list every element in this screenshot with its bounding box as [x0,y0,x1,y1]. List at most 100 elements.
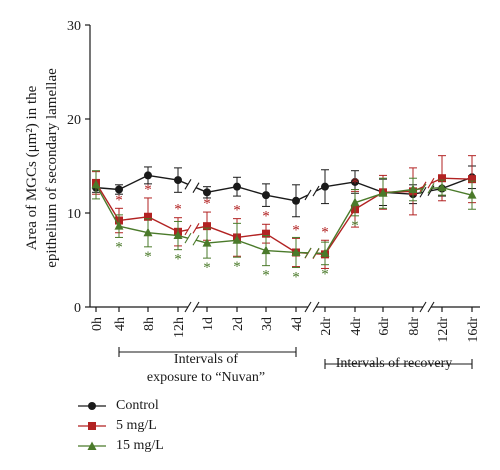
series-break-mark [192,234,200,246]
series-line-segment [206,225,238,239]
series-line-segment [206,239,238,244]
series-line-segment [324,202,356,254]
group-brackets [118,347,473,369]
legend-label-control: Control [116,398,159,413]
x-tick-label: 12dr [436,317,451,343]
significance-marker: * [321,267,329,283]
series-line-segment [265,233,297,254]
series-line-segment [118,174,149,191]
data-point [291,247,301,256]
series-break-mark [184,224,192,236]
series-line-segment [324,181,356,188]
legend-swatch-5mg [78,420,106,432]
data-point [408,184,418,193]
series-line-segment [95,184,120,227]
data-point [203,188,211,197]
data-point [350,197,360,207]
x-tick-label: 12h [172,317,187,338]
significance-marker: * [292,270,300,286]
y-tick-label: 10 [67,207,81,222]
series-line-segment [354,192,384,204]
series-break-mark [192,182,200,193]
series-line-segment [265,194,297,202]
data-point [233,182,241,191]
series-line-segment [147,232,179,237]
data-point [203,222,211,231]
data-point [321,182,329,191]
significance-marker: * [144,249,152,265]
x-tick-label: 8dr [407,317,422,336]
series-line-segment [441,186,473,196]
series-break-mark [427,183,435,194]
x-tick-label: 2d [231,317,246,331]
series-line-segment [95,182,120,221]
y-axis-label-line2: epithelium of secondary lamellae [44,68,60,268]
data-point [173,230,183,240]
data-point [468,175,476,184]
significance-marker: * [115,239,123,255]
legend-item-5mg: 5 mg/L [78,416,278,436]
series-15-mg-l: * * * * * * * * * [91,170,477,286]
data-point [232,235,242,244]
significance-marker: * [351,218,359,234]
data-point [320,248,330,257]
series-break-mark [184,179,192,190]
significance-marker: * [262,208,270,224]
data-point [174,176,182,185]
data-point [202,238,212,247]
series-break-mark [419,181,427,193]
significance-marker: * [233,203,241,219]
significance-marker: * [351,175,359,191]
x-tick-label: 4d [290,317,305,331]
series-line-segment [118,225,149,234]
legend-swatch-control [78,400,106,412]
data-point [115,185,123,194]
x-axis-break-mark [184,301,192,313]
legend-swatch-15mg [78,440,106,452]
series-break-mark [427,185,435,196]
series-line-segment [147,174,179,181]
significance-marker: * [174,202,182,218]
series-layer: * * * * * * * * * * * * * * * * * * [91,155,477,286]
x-axis-break-mark [427,301,435,313]
series-break-mark [419,186,427,198]
series-break-mark [312,185,320,197]
data-point [292,196,300,205]
data-point [261,245,271,255]
significance-marker: * [233,259,241,275]
exposure-group-label-line1: Intervals of [174,352,238,367]
x-tick-label: 16dr [466,317,481,343]
data-point [144,212,152,221]
significance-marker: * [262,268,270,284]
data-point [143,227,153,237]
data-point [438,174,446,183]
legend-label-5mg: 5 mg/L [116,418,157,433]
legend-item-control: Control [78,396,278,416]
data-point [144,171,152,180]
series-line-segment [118,216,149,222]
x-tick-label: 0h [90,317,105,331]
data-point [351,177,359,186]
x-tick-label: 4h [113,317,128,331]
data-point [91,179,101,189]
significance-marker: * [115,192,123,208]
y-tick-label: 30 [67,19,81,34]
significance-marker: * [144,182,152,198]
y-axis-label-line1: Area of MGCs (μm²) in the [24,85,40,250]
significance-marker: * [203,260,211,276]
series-line-segment [441,177,473,180]
legend-item-15mg: 15 mg/L [78,436,278,456]
exposure-group-label-line2: exposure to “Nuvan” [147,370,265,385]
x-axis-break-mark [304,301,312,313]
series-line-segment [147,216,179,233]
data-point [262,229,270,238]
y-tick-label: 0 [74,301,81,316]
series-line-segment [382,188,414,194]
series-break-mark [192,223,200,234]
series-line-segment [324,208,356,255]
series-line-segment [265,249,297,254]
series-line-segment [354,181,384,193]
significance-marker: * [321,224,329,240]
series-break-mark [304,247,312,259]
